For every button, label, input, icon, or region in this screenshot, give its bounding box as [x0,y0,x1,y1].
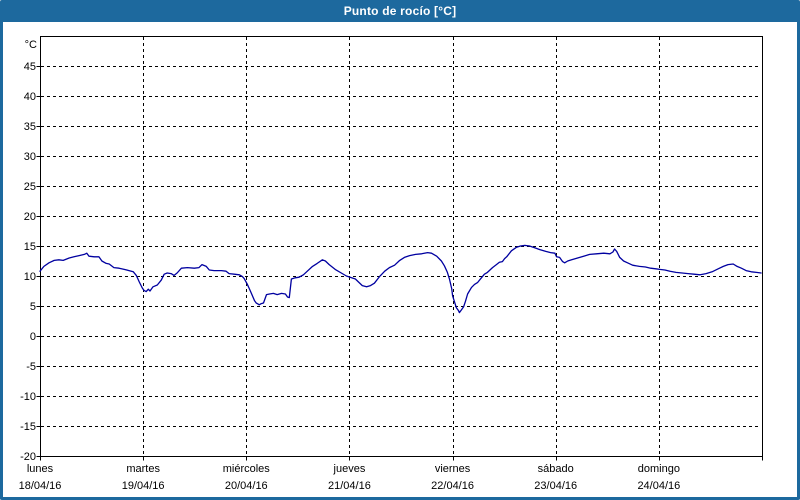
y-axis-labels: °C 45 40 35 30 25 20 15 10 5 0 -5 -10 -15 -20 [20,39,37,463]
y-axis-unit-label: °C [25,39,37,51]
x-axis-day-label: martes [126,463,160,475]
y-tick-label: 0 [30,331,36,343]
y-tick-label: 45 [24,61,36,73]
y-tick-label: 35 [24,121,36,133]
y-gridlines [41,66,761,427]
x-axis-day-label: miércoles [223,463,271,475]
y-tick-label: -20 [20,451,36,463]
x-axis-day-label: jueves [333,463,366,475]
y-tick-label: 20 [24,211,36,223]
y-tick-label: -10 [20,391,36,403]
x-axis-date-label: 24/04/16 [637,480,680,492]
chart-area: °C 45 40 35 30 25 20 15 10 5 0 -5 -10 -15 -20 lunes 18/0… [3,22,797,494]
y-tick-label: 10 [24,271,36,283]
x-axis-day-label: viernes [435,463,471,475]
x-axis-date-label: 21/04/16 [328,480,371,492]
dewpoint-line [39,244,762,314]
x-axis-date-label: 19/04/16 [122,480,165,492]
x-axis-day-label: sábado [538,463,574,475]
x-axis-date-label: 20/04/16 [225,480,268,492]
window-title: Punto de rocío [°C] [343,4,457,18]
axis-ticks [36,66,763,461]
y-tick-label: 15 [24,241,36,253]
y-tick-label: 5 [30,301,36,313]
y-tick-label: 40 [24,91,36,103]
y-tick-label: -5 [26,361,36,373]
x-axis-day-label: lunes [27,463,54,475]
y-tick-label: 25 [24,181,36,193]
window-titlebar: Punto de rocío [°C] [3,0,797,22]
x-axis-date-label: 23/04/16 [534,480,577,492]
x-gridlines [143,37,660,455]
x-axis-date-label: 18/04/16 [19,480,62,492]
x-axis-labels: lunes 18/04/16 martes 19/04/16 miércoles 20/0… [19,463,681,492]
x-axis-date-label: 22/04/16 [431,480,474,492]
x-axis-day-label: domingo [638,463,680,475]
y-tick-label: 30 [24,151,36,163]
y-tick-label: -15 [20,421,36,433]
